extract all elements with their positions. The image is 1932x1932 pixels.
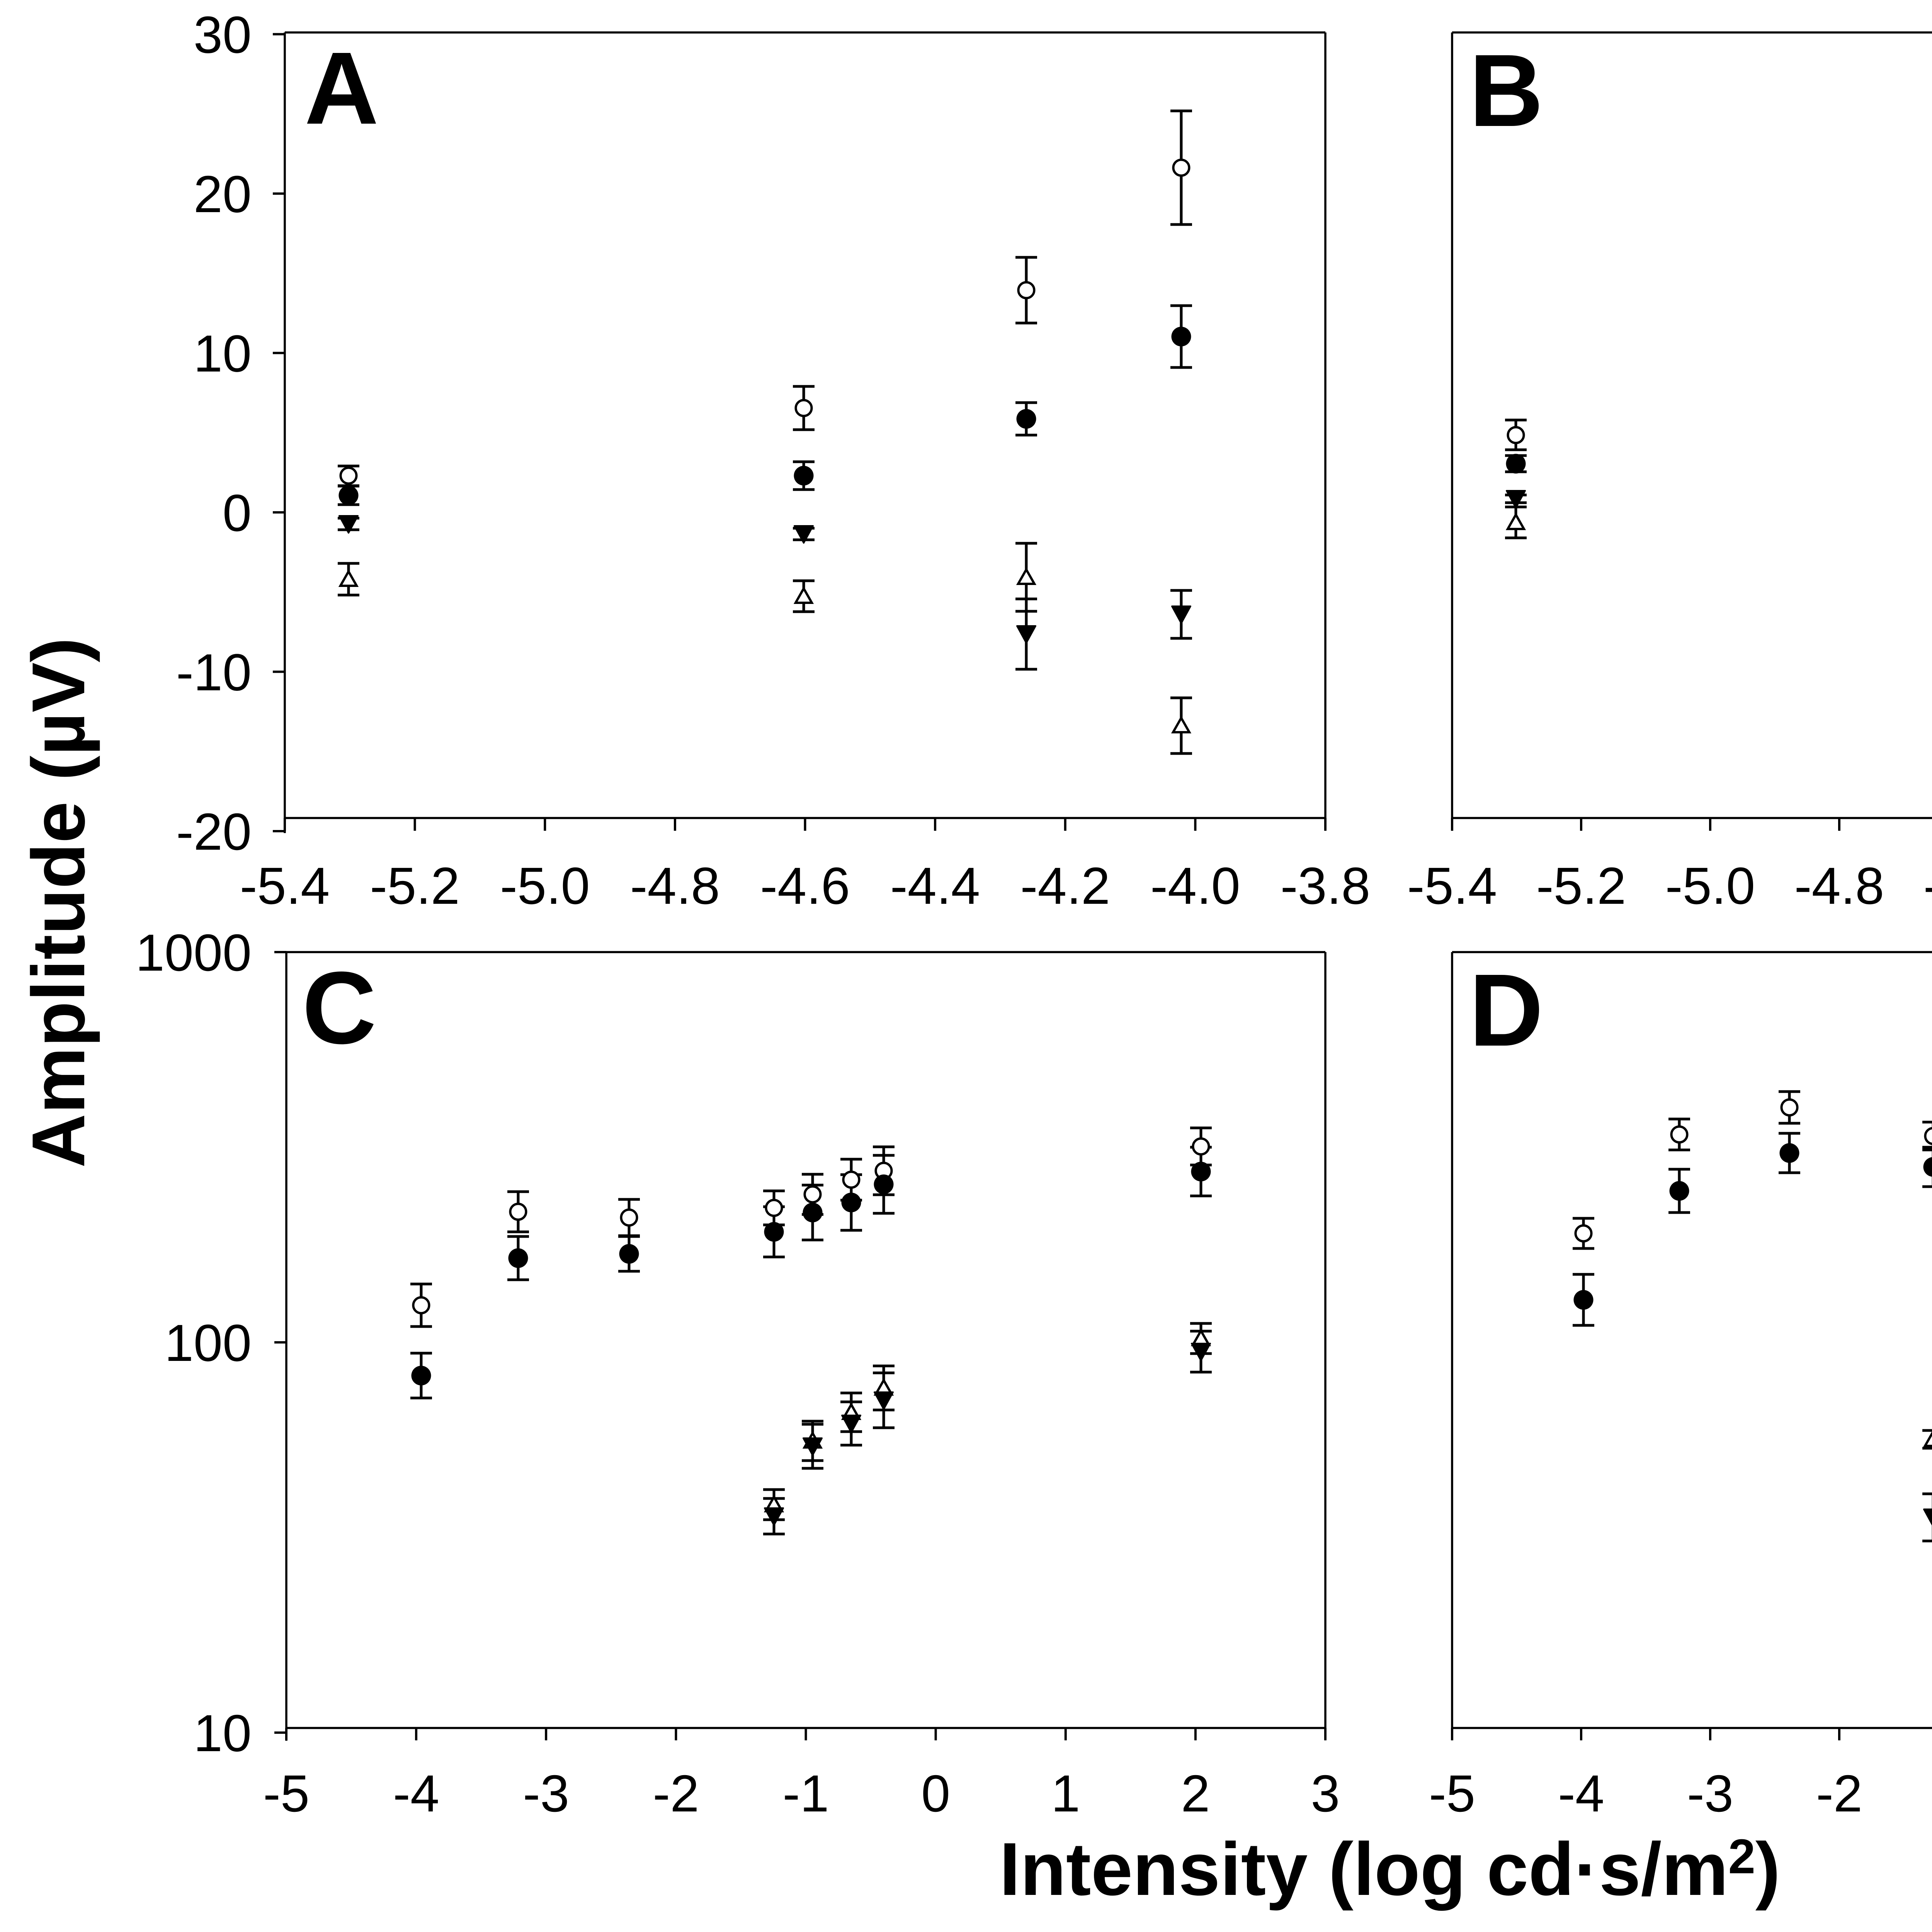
svg-text:B: B — [1469, 33, 1543, 148]
svg-text:-4.8: -4.8 — [630, 857, 720, 915]
svg-text:C: C — [302, 951, 376, 1065]
svg-text:-4.6: -4.6 — [1923, 857, 1932, 915]
svg-text:D: D — [1469, 953, 1543, 1068]
svg-text:Amplitude (µV): Amplitude (µV) — [17, 638, 100, 1168]
svg-text:-5.0: -5.0 — [1665, 857, 1755, 915]
svg-text:20: 20 — [194, 165, 252, 223]
svg-text:-20: -20 — [176, 803, 252, 861]
svg-text:-5.0: -5.0 — [500, 857, 590, 915]
svg-text:-4.6: -4.6 — [760, 857, 850, 915]
svg-text:-4.4: -4.4 — [890, 857, 980, 915]
svg-text:1000: 1000 — [136, 923, 252, 982]
svg-text:-1: -1 — [782, 1764, 829, 1823]
svg-text:-5.2: -5.2 — [1536, 857, 1626, 915]
svg-text:Intensity (log cd·s/m2): Intensity (log cd·s/m2) — [1000, 1827, 1781, 1911]
svg-text:-4.8: -4.8 — [1794, 857, 1884, 915]
svg-text:1: 1 — [1051, 1764, 1080, 1823]
svg-text:10: 10 — [194, 1704, 252, 1762]
svg-text:0: 0 — [921, 1764, 950, 1823]
svg-text:-4: -4 — [393, 1764, 439, 1823]
svg-text:-4.0: -4.0 — [1150, 857, 1240, 915]
svg-text:-4: -4 — [1558, 1764, 1604, 1823]
svg-text:100: 100 — [165, 1314, 252, 1372]
svg-text:-5.4: -5.4 — [1407, 857, 1497, 915]
svg-text:-3: -3 — [1687, 1764, 1733, 1823]
svg-text:-10: -10 — [176, 643, 252, 702]
svg-text:-5.2: -5.2 — [370, 857, 460, 915]
svg-text:2: 2 — [1181, 1764, 1210, 1823]
svg-text:-4.2: -4.2 — [1020, 857, 1110, 915]
svg-text:-3: -3 — [523, 1764, 569, 1823]
svg-text:-2: -2 — [653, 1764, 699, 1823]
svg-text:30: 30 — [194, 6, 252, 64]
svg-text:A: A — [304, 31, 379, 146]
svg-text:-5: -5 — [263, 1764, 310, 1823]
svg-text:-3.8: -3.8 — [1281, 857, 1371, 915]
svg-text:-2: -2 — [1816, 1764, 1862, 1823]
svg-text:-5.4: -5.4 — [240, 857, 330, 915]
svg-text:10: 10 — [194, 325, 252, 383]
svg-text:-5: -5 — [1429, 1764, 1475, 1823]
svg-text:3: 3 — [1311, 1764, 1340, 1823]
svg-text:0: 0 — [223, 484, 252, 542]
